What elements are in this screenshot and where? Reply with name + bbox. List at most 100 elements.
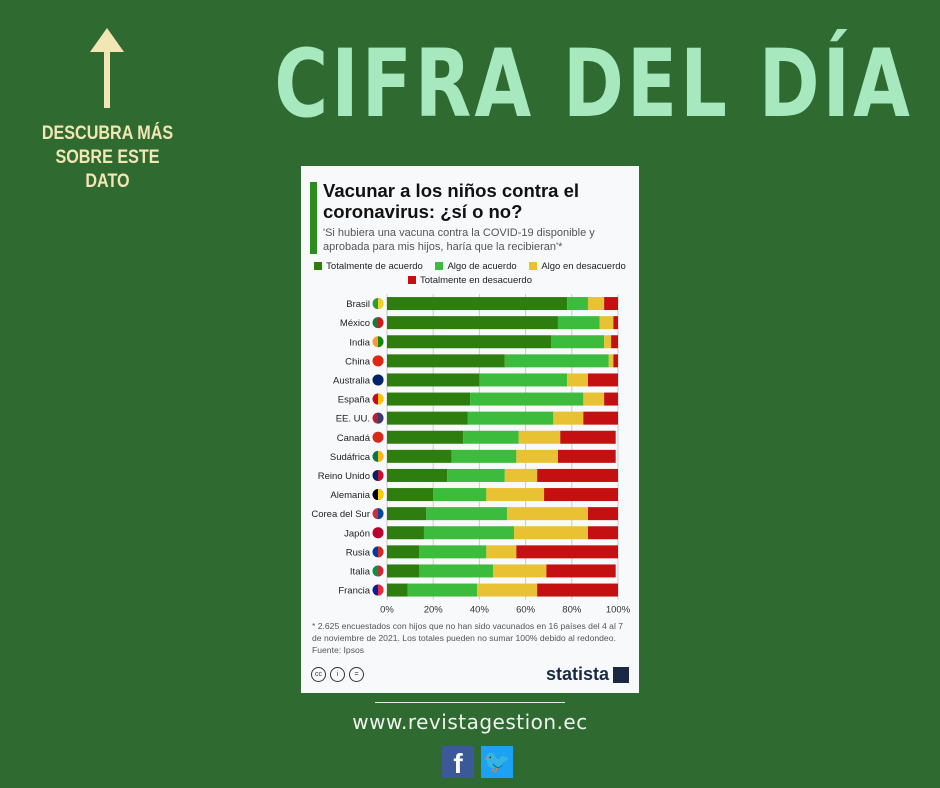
card-bottom: cc i = statista xyxy=(309,664,631,685)
bar-segment xyxy=(387,449,452,463)
chart-card: Vacunar a los niños contra el coronaviru… xyxy=(301,166,639,693)
category-label: China xyxy=(345,356,371,367)
bar-segment xyxy=(599,316,614,330)
flag-icon-half xyxy=(378,298,384,310)
bar-segment xyxy=(486,545,517,559)
chart-title: Vacunar a los niños contra el coronaviru… xyxy=(323,180,580,222)
bar-segment xyxy=(567,297,588,311)
x-tick-label: 60% xyxy=(516,605,536,616)
bar-segment xyxy=(613,316,618,330)
category-label: Italia xyxy=(350,566,371,577)
flag-icon-half xyxy=(378,546,384,558)
bar-segment xyxy=(587,526,618,540)
bar-segment xyxy=(516,545,618,559)
bar-segment xyxy=(387,583,408,597)
up-arrow-icon xyxy=(90,28,124,108)
page-title: CIFRA DEL DÍA xyxy=(274,30,913,139)
bar-segment xyxy=(426,507,508,521)
x-tick-label: 20% xyxy=(424,605,444,616)
bar-segment xyxy=(583,392,605,406)
discover-more-label[interactable]: DESCUBRA MÁS SOBRE ESTE DATO xyxy=(41,123,174,192)
legend-item: Totalmente de acuerdo xyxy=(314,260,423,274)
cc-icon: cc xyxy=(311,667,326,682)
bar-segment xyxy=(447,468,505,482)
bar-segment xyxy=(387,564,420,578)
bar-segment xyxy=(387,526,424,540)
flag-icon-half xyxy=(378,412,384,424)
category-label: Francia xyxy=(338,586,370,597)
flag-icon-half xyxy=(378,527,384,539)
bar-segment xyxy=(537,583,618,597)
flag-icon-half xyxy=(378,450,384,462)
bar-segment xyxy=(604,297,618,311)
statista-logo-icon xyxy=(613,666,629,683)
bar-segment xyxy=(546,564,616,578)
bar-segment xyxy=(463,430,519,444)
flag-icon-half xyxy=(378,565,384,577)
flag-icon-half xyxy=(378,431,384,443)
attribution-icon: i xyxy=(330,667,345,682)
category-label: Reino Unido xyxy=(318,471,370,482)
bar-segment xyxy=(387,507,427,521)
category-label: Sudáfrica xyxy=(330,452,371,463)
bar-segment xyxy=(387,373,480,387)
flag-icon-half xyxy=(378,489,384,501)
bar-segment xyxy=(507,507,588,521)
bar-segment xyxy=(518,430,561,444)
bar-segment xyxy=(387,488,434,502)
legend-item: Algo de acuerdo xyxy=(435,260,517,274)
bar-segment xyxy=(387,392,471,406)
bar-segment xyxy=(387,354,505,368)
bar-segment xyxy=(553,411,584,425)
bar-segment xyxy=(419,545,487,559)
bar-segment xyxy=(486,488,545,502)
source: Fuente: Ipsos xyxy=(312,645,365,655)
bar-segment xyxy=(613,354,618,368)
bar-segment xyxy=(387,411,468,425)
bar-segment xyxy=(516,449,558,463)
bar-segment xyxy=(387,316,558,330)
bar-segment xyxy=(604,335,612,349)
facebook-icon[interactable]: f xyxy=(442,746,474,779)
category-label: Corea del Sur xyxy=(311,509,370,520)
category-label: Japón xyxy=(344,528,370,539)
flag-icon-half xyxy=(378,393,384,405)
bar-segment xyxy=(567,373,588,387)
bar-segment xyxy=(514,526,588,540)
bar-segment xyxy=(387,335,552,349)
chart-header: Vacunar a los niños contra el coronaviru… xyxy=(309,180,631,254)
bar-segment xyxy=(587,507,618,521)
flag-icon-half xyxy=(378,374,384,386)
x-tick-label: 40% xyxy=(470,605,490,616)
website-link[interactable]: www.revistagestion.ec xyxy=(352,710,588,734)
flag-icon-half xyxy=(378,355,384,367)
bar-segment xyxy=(477,583,538,597)
no-derivatives-icon: = xyxy=(349,667,364,682)
bar-segment xyxy=(604,392,618,406)
category-label: Brasil xyxy=(346,299,370,310)
bar-segment xyxy=(557,449,616,463)
license-icons: cc i = xyxy=(309,667,364,682)
bar-segment xyxy=(479,373,568,387)
chart-subtitle: 'Si hubiera una vacuna contra la COVID-1… xyxy=(323,227,595,253)
flag-icon-half xyxy=(378,317,384,329)
category-label: Alemania xyxy=(330,490,370,501)
bar-segment xyxy=(387,430,464,444)
category-label: España xyxy=(338,395,371,406)
flag-icon-half xyxy=(378,584,384,596)
twitter-icon[interactable]: 🐦 xyxy=(481,746,513,778)
stacked-bar-chart: 0% 20% 40% 60% 80% 100% Brasil México India China… xyxy=(311,294,631,616)
x-tick-label: 100% xyxy=(606,605,631,616)
flag-icon-half xyxy=(378,469,384,481)
flag-icon-half xyxy=(378,508,384,520)
x-tick-label: 80% xyxy=(562,605,582,616)
bar-segment xyxy=(387,545,420,559)
legend-item: Algo en desacuerdo xyxy=(529,260,626,274)
title-accent xyxy=(310,182,317,254)
bar-segment xyxy=(587,297,605,311)
category-label: México xyxy=(340,318,370,329)
bar-segment xyxy=(537,468,618,482)
category-label: India xyxy=(349,337,370,348)
flag-icon-half xyxy=(378,336,384,348)
bar-segment xyxy=(560,430,616,444)
